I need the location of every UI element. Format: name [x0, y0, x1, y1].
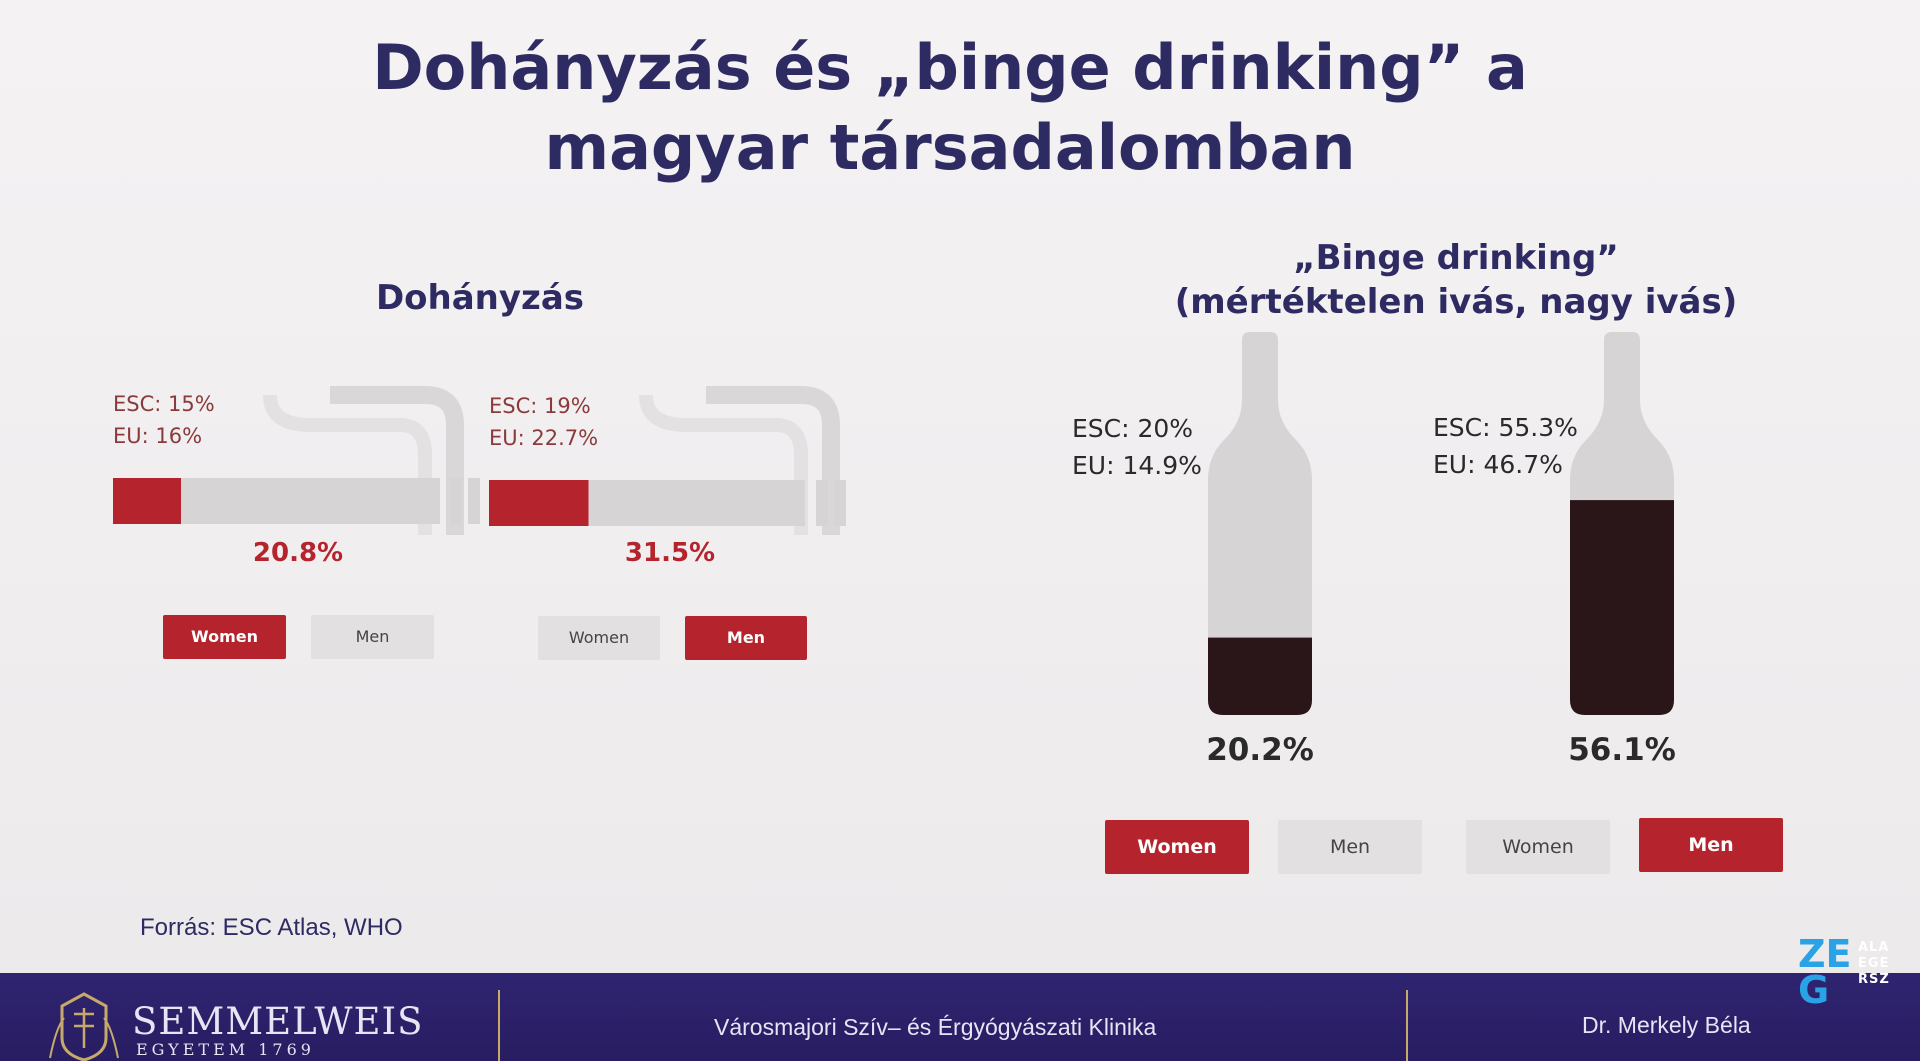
- smoking-men-value-label: 31.5%: [624, 538, 716, 568]
- smoking-men-legend-women: Women: [538, 616, 660, 660]
- smoking-chart-title: Dohányzás: [375, 278, 585, 318]
- smoking-women-value-label: 20.8%: [252, 538, 344, 568]
- binge-men-legend-women: Women: [1466, 820, 1610, 874]
- binge-men-value-label: 56.1%: [1568, 732, 1676, 768]
- footer-author: Dr. Merkely Béla: [1582, 1012, 1751, 1038]
- binge-men-bottle: [1570, 332, 1674, 715]
- smoking-men-esc-note: ESC: 19%: [489, 394, 591, 418]
- corner-badge-letters: ZEG: [1798, 932, 1852, 1012]
- smoking-women-cigarette: [113, 386, 480, 535]
- university-logo-sub: EGYETEM 1769: [136, 1040, 315, 1059]
- binge-men-legend-men: Men: [1639, 818, 1783, 872]
- binge-women-bottle: [1208, 332, 1312, 715]
- university-crest-icon: [49, 992, 119, 1061]
- binge-chart-title-line1: „Binge drinking”: [1293, 238, 1619, 278]
- footer-clinic-name: Városmajori Szív– és Érgyógyászati Klini…: [714, 1014, 1157, 1040]
- binge-men-eu-note: EU: 46.7%: [1433, 450, 1563, 479]
- smoking-women-bar: [113, 478, 181, 524]
- binge-women-bottle-shape: [1208, 332, 1312, 715]
- corner-badge-side-1: ALA: [1858, 940, 1890, 955]
- corner-badge: ZEG ALA EGE RSZ: [1798, 932, 1908, 1044]
- source-note: Forrás: ESC Atlas, WHO: [140, 914, 403, 941]
- binge-women-legend-men: Men: [1278, 820, 1422, 874]
- university-logo-name: SEMMELWEIS: [132, 1000, 424, 1043]
- binge-women-bar: [1208, 637, 1312, 715]
- corner-badge-side-3: RSZ: [1858, 972, 1890, 987]
- smoking-men-legend-men: Men: [685, 616, 807, 660]
- smoking-men-bar: [489, 480, 589, 526]
- page-title: Dohányzás és „binge drinking” a magyar t…: [372, 31, 1528, 184]
- binge-men-bar: [1570, 500, 1674, 715]
- smoking-men-cigarette: [489, 386, 846, 535]
- smoking-women-legend-women: Women: [163, 615, 286, 659]
- footer-separator-left: [498, 990, 500, 1061]
- smoking-women-eu-note: EU: 16%: [113, 424, 203, 448]
- binge-women-esc-note: ESC: 20%: [1072, 414, 1194, 443]
- binge-men-esc-note: ESC: 55.3%: [1433, 413, 1578, 442]
- smoking-women-esc-note: ESC: 15%: [113, 392, 215, 416]
- smoking-women-legend-men: Men: [311, 615, 434, 659]
- corner-badge-side-2: EGE: [1858, 956, 1890, 971]
- binge-chart-title-line2: (mértéktelen ivás, nagy ivás): [1174, 282, 1738, 322]
- binge-women-eu-note: EU: 14.9%: [1072, 451, 1202, 480]
- smoking-men-eu-note: EU: 22.7%: [489, 426, 599, 450]
- footer-separator-right: [1406, 990, 1408, 1061]
- binge-women-legend-women: Women: [1105, 820, 1249, 874]
- binge-women-value-label: 20.2%: [1206, 732, 1314, 768]
- footer-bar: [0, 973, 1920, 1061]
